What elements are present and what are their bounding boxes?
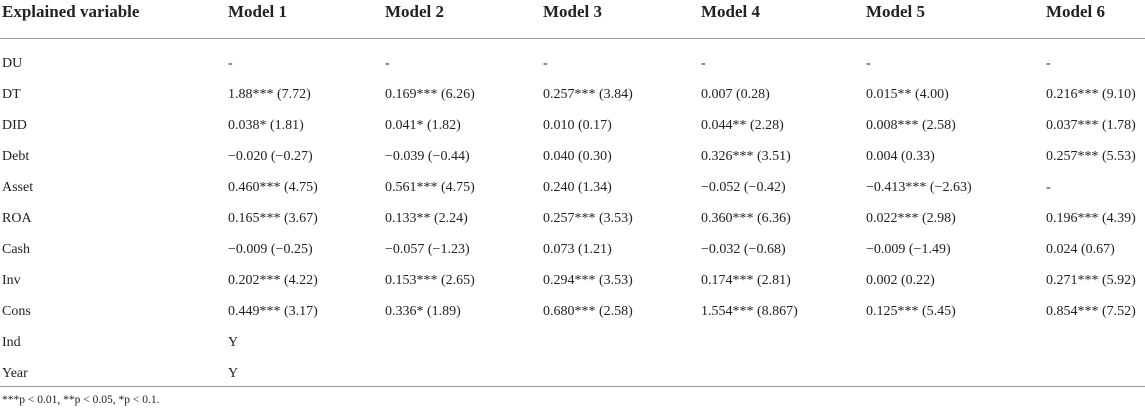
table-cell: −0.052 (−0.42): [701, 180, 786, 195]
table-cell: Y: [228, 335, 239, 350]
table-cell: 0.010 (0.17): [543, 118, 612, 133]
table-cell: 0.002 (0.22): [866, 273, 935, 288]
table-cell: 0.202*** (4.22): [228, 273, 318, 288]
row-label: Cash: [2, 242, 30, 257]
table-cell: -: [385, 56, 390, 71]
table-cell: −0.413*** (−2.63): [866, 180, 972, 195]
table-cell: 0.257*** (5.53): [1046, 149, 1136, 164]
table-cell: 0.008*** (2.58): [866, 118, 956, 133]
table-cell: −0.009 (−0.25): [228, 242, 313, 257]
column-header: Explained variable: [2, 2, 140, 21]
row-label: Cons: [2, 304, 31, 319]
table-cell: 0.022*** (2.98): [866, 211, 956, 226]
column-header: Model 5: [866, 2, 926, 21]
table-cell: 0.257*** (3.53): [543, 211, 633, 226]
table-cell: 0.257*** (3.84): [543, 87, 633, 102]
table-cell: Y: [228, 366, 239, 381]
table-cell: -: [701, 56, 706, 71]
table-cell: -: [543, 56, 548, 71]
table-cell: -: [228, 56, 233, 71]
column-header: Model 4: [701, 2, 761, 21]
table-cell: 0.680*** (2.58): [543, 304, 633, 319]
table-cell: 0.561*** (4.75): [385, 180, 475, 195]
table-cell: 0.854*** (7.52): [1046, 304, 1136, 319]
table-cell: 0.216*** (9.10): [1046, 87, 1136, 102]
table-cell: 0.169*** (6.26): [385, 87, 475, 102]
table-cell: 0.174*** (2.81): [701, 273, 791, 288]
table-cell: 0.326*** (3.51): [701, 149, 791, 164]
row-label: ROA: [2, 211, 32, 226]
table-cell: 0.044** (2.28): [701, 118, 784, 133]
column-header: Model 6: [1046, 2, 1106, 21]
table-cell: −0.039 (−0.44): [385, 149, 470, 164]
row-label: DU: [2, 56, 23, 71]
footnote: ***p < 0.01, **p < 0.05, *p < 0.1.: [2, 394, 160, 406]
table-cell: 0.196*** (4.39): [1046, 211, 1136, 226]
table-cell: 0.240 (1.34): [543, 180, 612, 195]
row-label: Asset: [2, 180, 34, 195]
table-cell: 0.037*** (1.78): [1046, 118, 1136, 133]
table-cell: 1.554*** (8.867): [701, 304, 798, 319]
table-cell: 0.015** (4.00): [866, 87, 949, 102]
table-cell: 0.024 (0.67): [1046, 242, 1115, 257]
table-cell: −0.057 (−1.23): [385, 242, 470, 257]
table-cell: −0.009 (−1.49): [866, 242, 951, 257]
table-cell: 0.007 (0.28): [701, 87, 770, 102]
row-label: DID: [2, 118, 27, 133]
row-label: Year: [2, 366, 28, 381]
row-label: DT: [2, 87, 21, 102]
bottom-rule: [0, 386, 1145, 387]
table-cell: 0.041* (1.82): [385, 118, 461, 133]
column-header: Model 3: [543, 2, 603, 21]
table-cell: 0.038* (1.81): [228, 118, 304, 133]
row-label: Inv: [2, 273, 21, 288]
row-label: Ind: [2, 335, 21, 350]
table-cell: 0.133** (2.24): [385, 211, 468, 226]
table-cell: 0.165*** (3.67): [228, 211, 318, 226]
column-header: Model 2: [385, 2, 445, 21]
table-cell: 0.460*** (4.75): [228, 180, 318, 195]
table-cell: −0.032 (−0.68): [701, 242, 786, 257]
table-cell: 0.271*** (5.92): [1046, 273, 1136, 288]
row-label: Debt: [2, 149, 30, 164]
table-cell: −0.020 (−0.27): [228, 149, 313, 164]
table-cell: -: [1046, 56, 1051, 71]
table-cell: 0.073 (1.21): [543, 242, 612, 257]
header-rule: [0, 38, 1145, 39]
table-cell: 0.004 (0.33): [866, 149, 935, 164]
table-cell: 1.88*** (7.72): [228, 87, 311, 102]
table-cell: 0.336* (1.89): [385, 304, 461, 319]
table-cell: 0.294*** (3.53): [543, 273, 633, 288]
table-cell: 0.360*** (6.36): [701, 211, 791, 226]
table-cell: 0.153*** (2.65): [385, 273, 475, 288]
column-header: Model 1: [228, 2, 288, 21]
table-cell: -: [866, 56, 871, 71]
table-cell: 0.125*** (5.45): [866, 304, 956, 319]
table-cell: 0.449*** (3.17): [228, 304, 318, 319]
table-cell: 0.040 (0.30): [543, 149, 612, 164]
table-cell: -: [1046, 180, 1051, 195]
